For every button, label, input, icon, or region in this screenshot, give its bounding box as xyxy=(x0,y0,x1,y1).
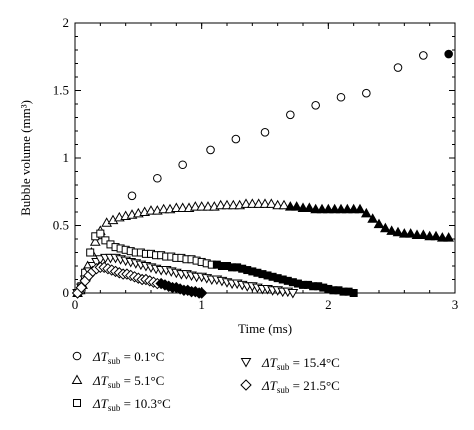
y-tick-label: 2 xyxy=(63,15,70,30)
data-point-triangle-up xyxy=(202,201,214,211)
data-point-triangle-up xyxy=(367,213,379,223)
data-point-square xyxy=(101,236,110,245)
data-point-triangle-up xyxy=(215,199,227,210)
data-point-circle xyxy=(419,51,428,60)
data-point-triangle-up xyxy=(417,229,429,239)
legend: ΔTsub = 0.1°C ΔTsub = 5.1°C ΔTsub = 10.3°C… xyxy=(71,349,340,413)
legend-marker-triangle-up xyxy=(71,374,83,384)
y-axis-label: Bubble volume (mm³) xyxy=(18,100,33,216)
data-point-triangle-up xyxy=(405,228,417,238)
legend-entry: ΔTsub = 21.5°C xyxy=(240,378,340,395)
x-tick-label: 3 xyxy=(452,297,459,312)
data-point-triangle-up xyxy=(373,218,385,229)
data-point-triangle-up xyxy=(189,201,201,211)
data-point-circle xyxy=(286,110,295,120)
data-point-triangle-up xyxy=(170,202,182,212)
data-point-triangle-up xyxy=(411,229,423,239)
data-point-triangle-up xyxy=(284,201,296,211)
data-point-circle xyxy=(127,191,137,201)
legend-label: ΔTsub = 0.1°C xyxy=(92,349,164,366)
data-point-triangle-up xyxy=(303,202,315,212)
data-point-triangle-up xyxy=(89,236,101,246)
legend-entry: ΔTsub = 0.1°C xyxy=(72,349,164,366)
legend-entry: ΔTsub = 5.1°C xyxy=(71,373,164,390)
data-point-circle xyxy=(206,145,215,155)
data-point-triangle-up xyxy=(379,222,391,233)
data-point-circle xyxy=(153,173,162,183)
data-point-triangle-up xyxy=(196,201,208,211)
y-tick-label: 0 xyxy=(63,285,70,300)
y-tick-label: 1 xyxy=(63,150,70,165)
legend-label: ΔTsub = 15.4°C xyxy=(261,355,340,372)
data-point-circle xyxy=(231,134,241,144)
data-point-triangle-up xyxy=(253,198,265,208)
data-point-triangle-up xyxy=(386,225,398,235)
plot-axes: 0 1 2 3 0 0.5 1 1.5 2 xyxy=(53,15,459,312)
legend-marker-square xyxy=(73,399,81,407)
legend-label: ΔTsub = 21.5°C xyxy=(261,378,340,395)
data-point-circle xyxy=(362,88,371,98)
legend-marker-triangle-down xyxy=(240,358,252,368)
data-point-diamond xyxy=(195,287,208,299)
data-point-triangle-up xyxy=(316,203,328,214)
x-axis-label: Time (ms) xyxy=(238,321,292,336)
legend-entry: ΔTsub = 10.3°C xyxy=(73,396,171,413)
data-point-circle xyxy=(311,101,320,110)
data-point-triangle-up xyxy=(430,230,442,241)
x-tick-label: 2 xyxy=(325,297,332,312)
plot-marks xyxy=(71,49,455,299)
data-point-triangle-up xyxy=(177,202,189,212)
y-tick-label: 1.5 xyxy=(53,83,69,98)
data-point-triangle-up xyxy=(424,230,436,241)
x-tick-label: 0 xyxy=(72,297,79,312)
data-point-triangle-up xyxy=(240,198,252,208)
data-point-triangle-up xyxy=(392,226,404,237)
y-tick-label: 0.5 xyxy=(53,218,69,233)
data-point-square xyxy=(86,248,95,257)
data-point-triangle-up xyxy=(145,205,157,215)
data-point-triangle-up xyxy=(265,198,277,208)
data-point-square xyxy=(349,289,358,297)
data-point-triangle-up xyxy=(335,203,347,214)
data-point-triangle-down xyxy=(287,289,299,299)
legend-entry: ΔTsub = 15.4°C xyxy=(240,355,340,372)
legend-marker-diamond xyxy=(240,379,252,391)
data-point-triangle-up xyxy=(398,228,410,238)
data-point-circle xyxy=(393,63,403,72)
data-point-triangle-up xyxy=(436,232,448,242)
x-tick-label: 1 xyxy=(198,297,205,312)
data-point-circle xyxy=(336,92,346,102)
data-point-square xyxy=(96,229,105,238)
data-point-triangle-up xyxy=(272,199,284,210)
data-point-triangle-up xyxy=(297,202,309,212)
series-diamond xyxy=(71,261,208,299)
data-point-triangle-up xyxy=(341,203,353,214)
legend-label: ΔTsub = 5.1°C xyxy=(92,373,164,390)
series-triangle-down xyxy=(72,253,299,299)
data-point-triangle-up xyxy=(158,203,170,214)
data-point-triangle-up xyxy=(221,199,233,210)
legend-label: ΔTsub = 10.3°C xyxy=(92,396,171,413)
data-point-circle xyxy=(260,128,270,137)
series-square xyxy=(73,229,358,297)
data-point-triangle-up xyxy=(291,201,303,211)
data-point-triangle-up xyxy=(443,232,455,242)
data-point-triangle-up xyxy=(259,198,271,208)
data-point-triangle-up xyxy=(360,207,372,218)
data-point-circle xyxy=(444,49,453,59)
data-point-circle xyxy=(178,160,187,170)
data-point-triangle-up xyxy=(227,199,239,210)
legend-marker-circle xyxy=(72,351,82,361)
data-point-triangle-up xyxy=(322,203,334,214)
data-point-triangle-up xyxy=(329,203,341,214)
data-point-triangle-up xyxy=(354,203,366,214)
data-point-triangle-up xyxy=(348,203,360,214)
data-point-triangle-up xyxy=(278,199,290,210)
data-point-triangle-up xyxy=(310,203,322,214)
data-point-triangle-up xyxy=(246,198,258,208)
